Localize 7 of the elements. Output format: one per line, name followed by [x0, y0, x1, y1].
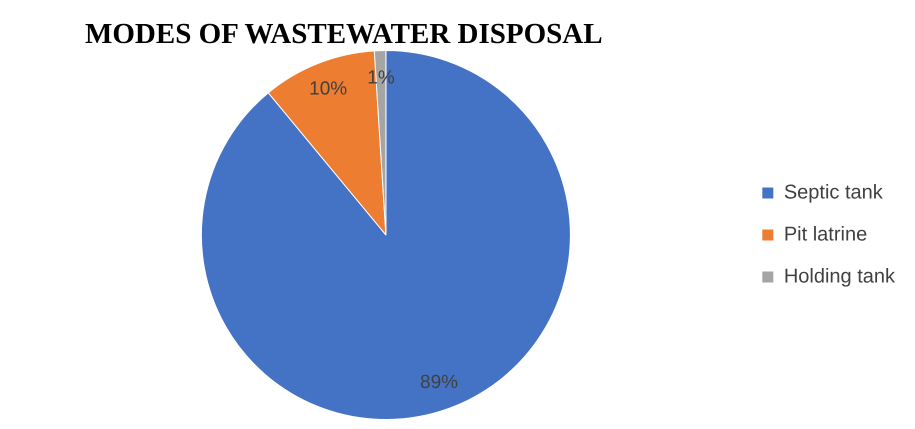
legend-label: Pit latrine	[784, 224, 868, 246]
chart-title: MODES OF WASTEWATER DISPOSAL	[85, 18, 603, 51]
legend-label: Septic tank	[784, 182, 884, 204]
data-label: 10%	[309, 78, 348, 100]
legend-label: Holding tank	[784, 266, 896, 288]
data-label: 89%	[420, 372, 458, 393]
data-label: 1%	[367, 67, 395, 88]
